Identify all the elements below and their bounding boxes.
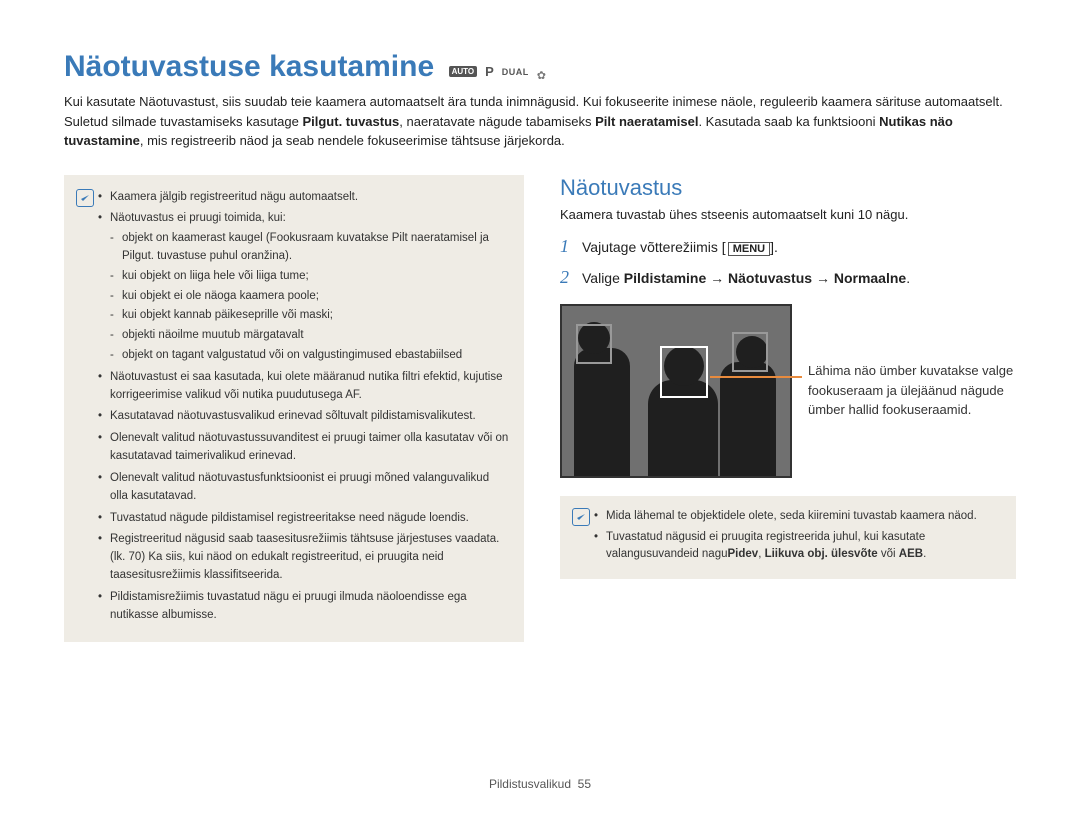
- list-item: Kasutatavad näotuvastusvalikud erinevad …: [98, 408, 510, 426]
- list-item: Näotuvastus ei pruugi toimida, kui:objek…: [98, 210, 510, 365]
- list-subitem: kui objekt on liiga hele või liiga tume;: [110, 268, 510, 286]
- note-icon: [572, 508, 590, 526]
- left-note-content: Kaamera jälgib registreeritud nägu autom…: [98, 189, 510, 629]
- p-mode-icon: P: [485, 64, 494, 79]
- focus-frame-gray: [576, 324, 612, 364]
- figure-caption: Lähima näo ümber kuvatakse valge fookuse…: [808, 361, 1016, 420]
- step-2-number: 2: [560, 267, 582, 288]
- list-item: Tuvastatud nägude pildistamisel registre…: [98, 510, 510, 528]
- list-subitem: kui objekt ei ole näoga kaamera poole;: [110, 288, 510, 306]
- list-item: Näotuvastust ei saa kasutada, kui olete …: [98, 369, 510, 405]
- right-note-box: Mida lähemal te objektidele olete, seda …: [560, 496, 1016, 580]
- section-heading: Näotuvastus: [560, 175, 1016, 201]
- list-subitem: objekt on kaamerast kaugel (Fookusraam k…: [110, 230, 510, 266]
- dual-mode-icon: DUAL: [502, 67, 529, 77]
- auto-mode-icon: AUTO: [449, 66, 478, 77]
- left-note-box: Kaamera jälgib registreeritud nägu autom…: [64, 175, 524, 643]
- list-item: Olenevalt valitud näotuvastusfunktsiooni…: [98, 470, 510, 506]
- focus-frame-main: [660, 346, 708, 398]
- focus-frame-gray: [732, 332, 768, 372]
- menu-button-label: MENU: [728, 242, 770, 256]
- list-subitem: kui objekt kannab päikeseprille või mask…: [110, 307, 510, 325]
- intro-paragraph: Kui kasutate Näotuvastust, siis suudab t…: [64, 92, 1016, 151]
- callout-line: [710, 376, 802, 378]
- list-subitem: objekt on tagant valgustatud või on valg…: [110, 347, 510, 365]
- step-1: 1 Vajutage võtterežiimis [MENU].: [560, 236, 1016, 257]
- page-footer: Pildistusvalikud 55: [0, 777, 1080, 791]
- example-figure: [560, 304, 792, 478]
- step-1-number: 1: [560, 236, 582, 257]
- list-item: Olenevalt valitud näotuvastussuvanditest…: [98, 430, 510, 466]
- note-icon: [76, 189, 94, 207]
- section-sub: Kaamera tuvastab ühes stseenis automaats…: [560, 207, 1016, 222]
- list-item: Pildistamisrežiimis tuvastatud nägu ei p…: [98, 589, 510, 625]
- mode-icons: AUTO P DUAL: [449, 64, 549, 79]
- list-item: Tuvastatud nägusid ei pruugita registree…: [594, 529, 1004, 564]
- list-subitem: objekti näoilme muutub märgatavalt: [110, 327, 510, 345]
- scene-mode-icon: [537, 66, 549, 78]
- list-item: Mida lähemal te objektidele olete, seda …: [594, 508, 1004, 525]
- list-item: Kaamera jälgib registreeritud nägu autom…: [98, 189, 510, 207]
- right-note-content: Mida lähemal te objektidele olete, seda …: [594, 508, 1004, 568]
- step-2: 2 Valige Pildistamine → Näotuvastus → No…: [560, 267, 1016, 288]
- page-title: Näotuvastuse kasutamine: [64, 50, 434, 84]
- list-item: Registreeritud nägusid saab taasesitusre…: [98, 531, 510, 584]
